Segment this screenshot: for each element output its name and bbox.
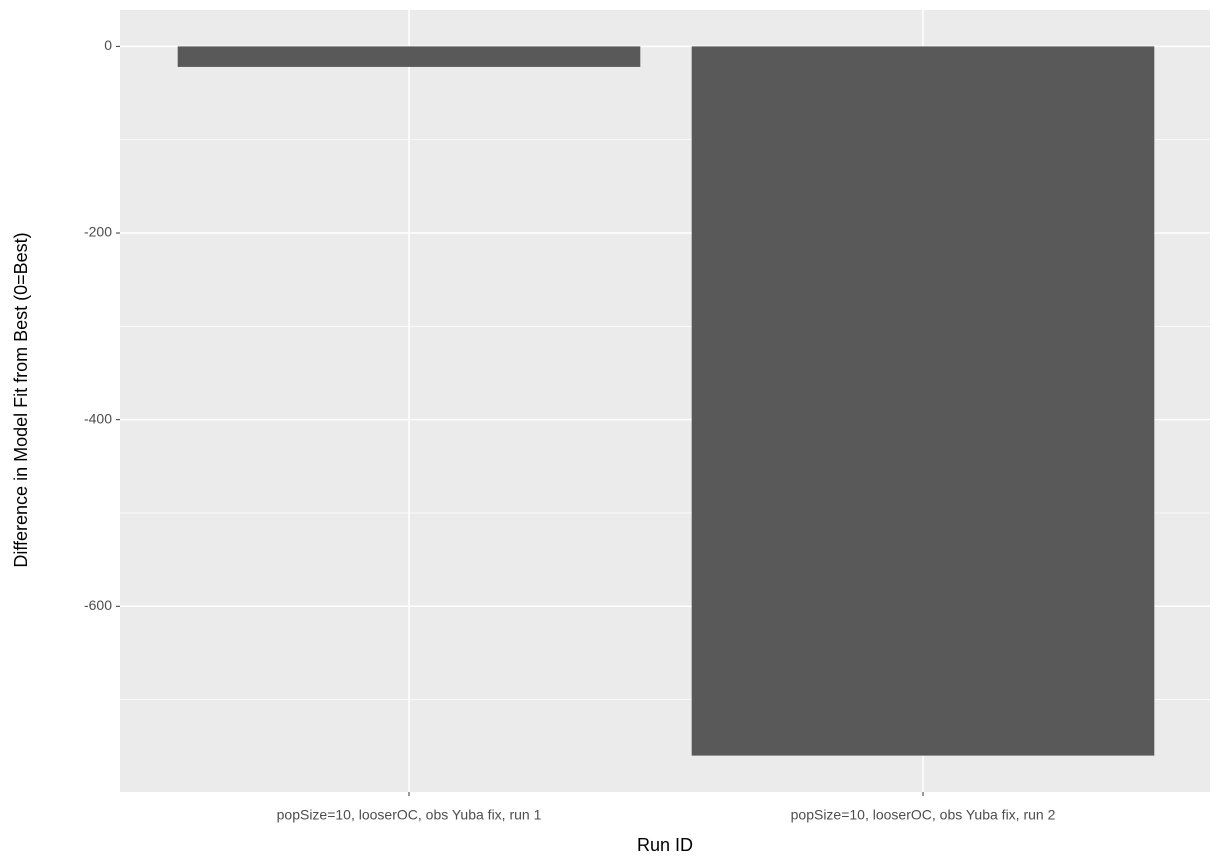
y-tick-label: -400 — [84, 410, 112, 426]
y-axis-title: Difference in Model Fit from Best (0=Bes… — [11, 232, 31, 567]
y-tick-label: -200 — [84, 224, 112, 240]
y-tick-label: -600 — [84, 597, 112, 613]
x-axis-title: Run ID — [637, 835, 693, 855]
bar — [177, 46, 641, 67]
bar — [691, 46, 1155, 756]
x-tick-label: popSize=10, looserOC, obs Yuba fix, run … — [791, 807, 1056, 823]
x-tick-label: popSize=10, looserOC, obs Yuba fix, run … — [277, 807, 542, 823]
y-tick-label: 0 — [104, 37, 112, 53]
